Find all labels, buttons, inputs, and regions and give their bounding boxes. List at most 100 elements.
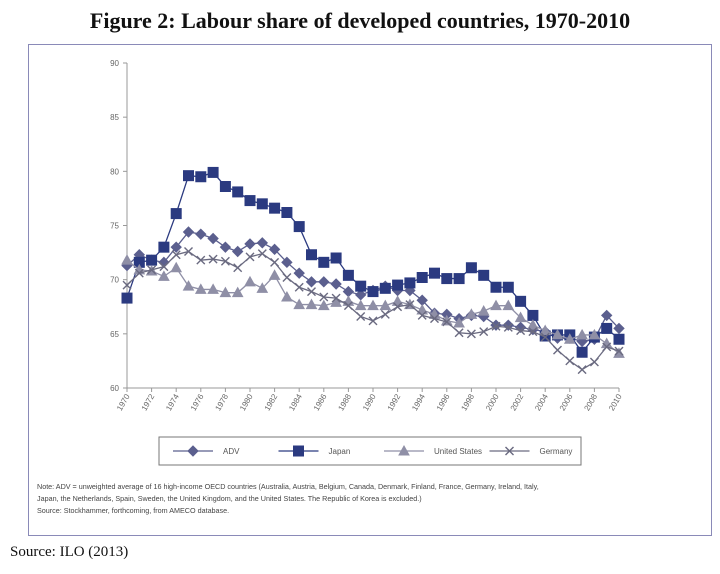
data-point-united-states (268, 269, 281, 280)
data-point-japan (465, 262, 477, 274)
data-point-germany (233, 263, 243, 273)
data-point-japan (269, 202, 281, 214)
data-point-united-states (416, 303, 429, 315)
data-point-united-states (465, 308, 478, 319)
x-tick-label: 1984 (287, 392, 304, 412)
data-point-germany (270, 257, 280, 267)
data-point-united-states (305, 298, 318, 310)
data-point-germany (171, 250, 181, 260)
data-point-united-states (354, 299, 367, 311)
source-caption: Source: ILO (2013) (10, 544, 129, 560)
legend-label: Germany (540, 447, 573, 456)
x-marker-stroke (282, 273, 292, 282)
data-point-germany (405, 300, 415, 310)
data-point-united-states (477, 305, 490, 316)
data-point-adv (342, 285, 355, 298)
data-point-united-states (194, 283, 207, 294)
x-marker-stroke (319, 292, 329, 302)
x-marker-stroke (503, 322, 513, 332)
x-marker-stroke (159, 262, 169, 272)
data-point-japan (121, 292, 133, 304)
note-line-2: Japan, the Netherlands, Spain, Sweden, t… (37, 494, 422, 503)
data-point-germany (589, 357, 599, 367)
x-marker-stroke (442, 317, 452, 327)
x-marker-stroke (245, 252, 255, 262)
legend-item-adv: ADV (173, 445, 240, 457)
series-united-states (121, 254, 625, 358)
data-point-japan (232, 186, 244, 198)
data-point-germany (540, 332, 550, 342)
data-point-united-states (219, 286, 232, 298)
line-chart: 60 65 70 75 80 85 90 1970 1972 1974 1976 1978 1980 19… (110, 59, 625, 466)
data-point-germany (343, 301, 353, 311)
y-tick-label: 90 (110, 59, 119, 68)
x-tick-label: 1976 (189, 392, 206, 412)
data-point-adv (207, 232, 219, 245)
x-tick-label: 1996 (435, 392, 452, 412)
data-point-japan (576, 346, 588, 358)
x-marker-stroke (491, 321, 501, 331)
data-point-united-states (502, 299, 515, 311)
data-point-germany (393, 302, 403, 312)
data-point-japan (367, 286, 379, 298)
data-point-germany (208, 254, 218, 264)
x-marker-stroke (233, 263, 243, 273)
data-point-germany (417, 310, 427, 320)
data-point-united-states (293, 298, 306, 310)
x-tick-label: 1986 (312, 392, 329, 412)
data-point-germany (503, 322, 513, 332)
data-point-germany (380, 309, 390, 319)
data-point-japan (158, 241, 170, 253)
data-point-adv (305, 276, 318, 288)
data-point-united-states (514, 311, 527, 323)
legend-label: ADV (223, 447, 240, 456)
data-point-germany (491, 321, 501, 331)
x-marker-stroke (307, 287, 316, 297)
data-point-united-states (170, 261, 183, 273)
x-marker-stroke (196, 255, 206, 265)
data-point-united-states (379, 299, 392, 311)
data-point-japan (355, 280, 367, 292)
x-tick-label: 1978 (213, 392, 230, 412)
data-point-japan (256, 198, 268, 210)
data-point-germany (257, 249, 267, 259)
data-point-japan (502, 281, 514, 293)
x-tick-label: 1988 (336, 392, 353, 412)
data-point-japan (146, 254, 158, 266)
x-tick-label: 2010 (607, 392, 624, 412)
data-point-germany (602, 342, 612, 352)
data-point-japan (601, 322, 613, 334)
x-marker-stroke (208, 254, 218, 264)
data-point-united-states (367, 299, 379, 311)
data-point-germany (442, 317, 452, 327)
x-tick-label: 2006 (558, 392, 575, 412)
chart-note: Note: ADV = unweighted average of 16 hig… (37, 481, 705, 517)
data-point-japan (281, 207, 293, 218)
legend-marker (293, 445, 304, 457)
x-marker-stroke (528, 327, 538, 337)
data-point-united-states (539, 324, 552, 336)
data-point-adv (219, 241, 232, 253)
x-tick-label: 1982 (263, 392, 280, 412)
data-point-japan (183, 170, 194, 182)
data-point-germany (614, 346, 624, 356)
x-marker-stroke (134, 268, 144, 278)
data-point-united-states (453, 316, 465, 328)
x-tick-label: 2004 (533, 392, 550, 412)
data-point-germany (220, 256, 230, 266)
data-point-germany (553, 345, 562, 355)
x-tick-label: 2008 (582, 392, 599, 412)
x-marker-stroke (516, 326, 526, 336)
chart-frame: 60 65 70 75 80 85 90 1970 1972 1974 1976 1978 1980 19… (28, 44, 712, 536)
data-point-japan (318, 256, 330, 268)
x-tick-label: 2002 (509, 392, 526, 412)
data-point-germany (184, 247, 193, 256)
data-point-japan (404, 277, 416, 289)
data-point-germany (528, 327, 538, 337)
x-marker-stroke (505, 446, 514, 456)
x-tick-label: 1980 (238, 392, 255, 412)
data-point-japan (416, 272, 428, 283)
y-tick-label: 75 (110, 222, 119, 231)
data-point-germany (319, 292, 329, 302)
legend-label: United States (434, 447, 482, 456)
